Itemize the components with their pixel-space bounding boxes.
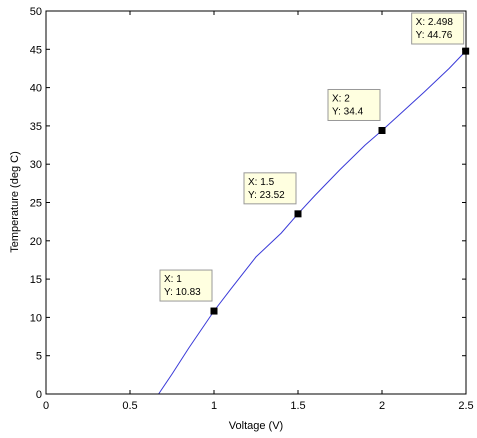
data-point-marker	[210, 307, 218, 315]
datatip-x-text: X: 2.498	[416, 17, 454, 28]
y-tick-label: 15	[30, 274, 42, 286]
datatip-y-text: Y: 44.76	[416, 30, 453, 41]
x-tick-label: 2	[379, 400, 385, 412]
datatip-box	[327, 88, 381, 121]
y-tick-label: 20	[30, 236, 42, 248]
y-tick-label: 50	[30, 6, 42, 18]
y-tick-label: 0	[36, 389, 42, 401]
y-tick-label: 30	[30, 159, 42, 171]
datatip-x-text: X: 1.5	[248, 177, 275, 188]
y-tick-label: 40	[30, 83, 42, 95]
datatip-layer: X: 1 Y: 10.83 X: 1.5 Y: 23.52 X: 2 Y: 34.4 X: …	[159, 12, 465, 302]
datatip-box	[159, 269, 213, 302]
x-tick-label: 1	[211, 400, 217, 412]
x-tick-label: 0.5	[122, 400, 137, 412]
y-axis-label: Temperature (deg C)	[9, 151, 21, 253]
y-tick-label: 25	[30, 198, 42, 210]
y-tick-label: 35	[30, 121, 42, 133]
data-point-marker	[378, 126, 386, 134]
datatip-y-text: Y: 34.4	[332, 106, 364, 117]
y-tick-label: 5	[36, 351, 42, 363]
data-point-marker	[294, 210, 302, 218]
x-axis-label: Voltage (V)	[229, 420, 283, 432]
x-tick-label: 0	[43, 400, 49, 412]
datatip-y-text: Y: 10.83	[164, 287, 201, 298]
x-tick-label: 2.5	[458, 400, 473, 412]
datatip-x-text: X: 1	[164, 274, 182, 285]
datatip-box	[243, 172, 297, 205]
x-tick-label: 1.5	[290, 400, 305, 412]
curve-layer	[158, 50, 467, 395]
y-tick-label: 45	[30, 44, 42, 56]
datatip-y-text: Y: 23.52	[248, 190, 285, 201]
temperature-curve	[158, 50, 467, 395]
datatip-box	[411, 12, 465, 45]
y-tick-label: 10	[30, 312, 42, 324]
plot-frame	[45, 10, 467, 395]
datatip-x-text: X: 2	[332, 93, 350, 104]
